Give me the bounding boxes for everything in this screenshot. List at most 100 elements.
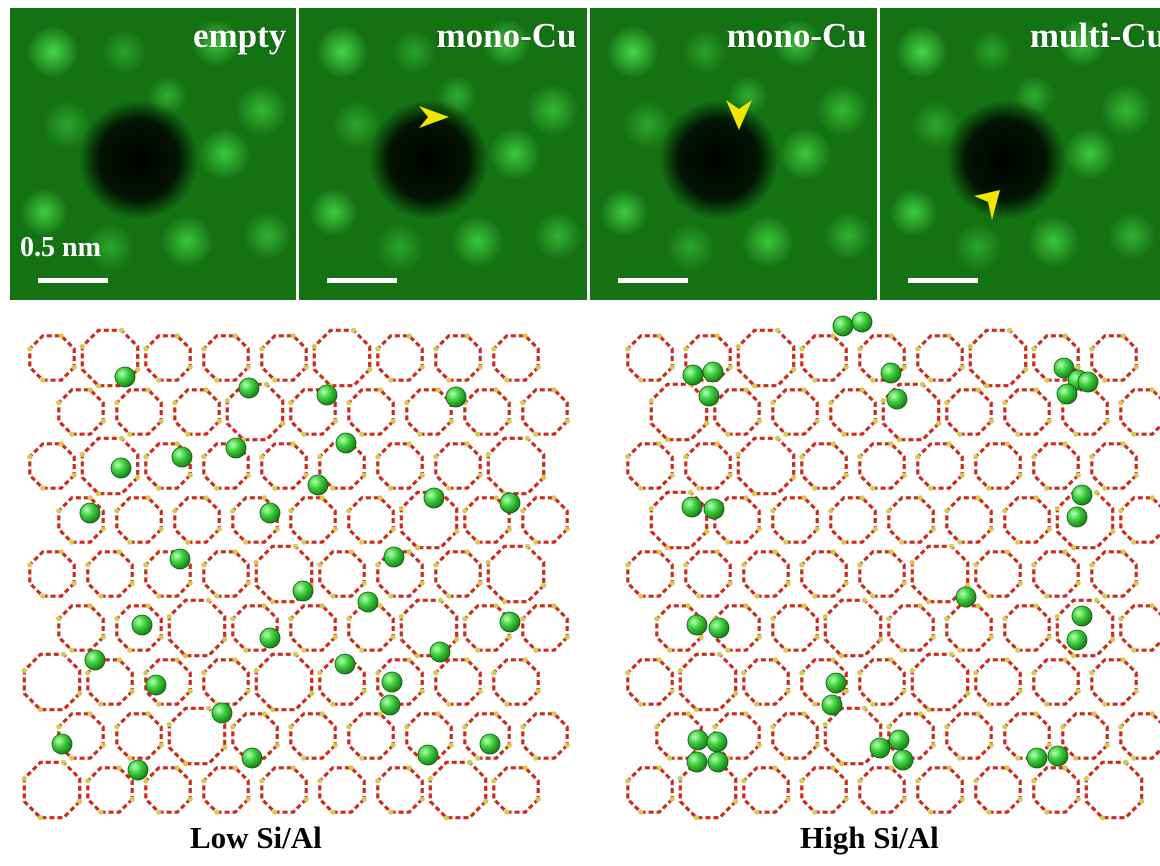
framework-ring [318,550,366,598]
si-atom [986,809,992,815]
si-atom [870,701,876,707]
si-atom [901,364,907,370]
framework-ring [800,442,848,490]
si-atom [1054,505,1060,512]
si-atom [541,582,547,589]
framework-ring [115,496,163,544]
si-atom [725,539,731,545]
si-atom [551,495,557,501]
si-atom [69,431,75,437]
si-atom [332,526,338,532]
si-atom [1002,508,1008,514]
framework-ring [144,334,192,382]
si-atom [712,724,718,730]
cu-atom [832,315,854,337]
si-atom [948,651,955,657]
si-atom [928,485,934,491]
framework-ring [376,442,424,490]
si-atom [330,485,336,491]
si-atom [741,562,747,568]
si-atom [290,441,296,447]
cu-atom [1071,484,1093,506]
si-atom [390,418,396,424]
si-atom [166,613,172,620]
si-atom [288,400,294,406]
si-atom [828,400,834,406]
si-atom [427,775,433,782]
si-atom [58,333,64,339]
cu-atom [423,487,445,509]
si-atom [69,539,75,545]
framework-ring [1119,388,1160,436]
si-atom [535,688,541,694]
framework-ring [742,766,790,814]
framework-ring [202,550,250,598]
si-atom [454,636,460,643]
si-atom [367,366,373,373]
si-atom [814,526,820,532]
framework-ring [173,388,221,436]
framework-ring [736,328,796,388]
framework-ring [887,604,935,652]
si-atom [1118,724,1124,730]
si-atom [145,711,151,717]
si-atom [1133,580,1139,586]
si-atom [390,634,396,640]
framework-ring [376,334,424,382]
si-atom [98,809,104,815]
si-atom [1131,539,1137,545]
si-atom [274,742,280,748]
cu-atom [682,364,704,386]
si-atom [435,387,441,393]
si-atom [669,580,675,586]
si-atom [1031,562,1037,568]
framework-ring [916,442,964,490]
si-atom [751,383,758,389]
framework-ring [829,388,877,436]
si-atom [830,549,836,555]
si-atom [1075,472,1081,478]
si-atom [959,364,965,370]
si-atom [491,346,497,352]
framework-ring [1003,388,1051,436]
framework-ring [115,388,163,436]
si-atom [1062,333,1068,339]
stem-panel-multi-cu: multi-Cu [879,8,1160,300]
si-atom [872,526,878,532]
lattice-high-si-al [625,311,1160,820]
si-atom [1089,562,1095,568]
si-atom [187,688,193,694]
si-atom [243,539,249,545]
si-atom [917,711,923,717]
si-atom [685,603,691,609]
si-atom [648,505,654,512]
si-atom [693,815,700,820]
si-atom [462,508,468,514]
si-atom [359,539,365,545]
si-atom [625,562,631,568]
si-atom [520,616,526,622]
si-atom [901,472,907,478]
si-atom [332,742,338,748]
si-atom [886,508,892,514]
framework-ring [974,442,1022,490]
si-atom [129,580,135,586]
si-atom [888,657,894,663]
cu-atom [499,611,521,633]
si-atom [58,441,64,447]
si-atom [375,454,381,460]
si-atom [114,508,120,514]
si-atom [280,420,286,427]
si-atom [288,616,294,622]
cu-atom [1071,605,1093,627]
si-atom [886,724,892,730]
si-atom [857,562,863,568]
si-atom [245,580,251,586]
si-atom [774,435,781,441]
si-atom [791,366,797,373]
si-atom [419,580,425,586]
framework-ring [57,388,105,436]
si-atom [158,742,164,748]
si-atom [975,495,981,501]
framework-ring [167,598,227,658]
